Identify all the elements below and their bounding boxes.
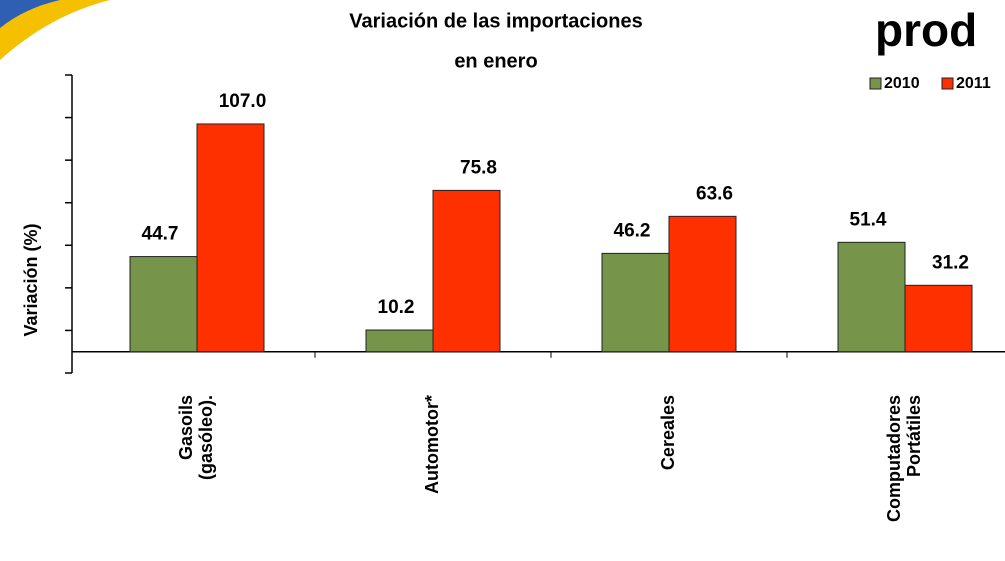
chart-title: Variación de las importaciones — [349, 10, 642, 32]
data-label: 75.8 — [460, 157, 497, 178]
data-label: 44.7 — [142, 224, 179, 245]
data-label: 63.6 — [696, 183, 733, 204]
bar — [837, 241, 906, 353]
chart-title: en enero — [454, 50, 537, 72]
x-tick-label: Cereales — [658, 395, 678, 470]
bar — [904, 284, 973, 353]
header-text: prod — [875, 4, 977, 56]
legend-swatch — [869, 77, 882, 90]
legend-label: 2010 — [884, 75, 920, 92]
bar — [196, 123, 265, 353]
decoration — [0, 0, 60, 28]
legend-swatch — [941, 77, 954, 90]
data-label: 46.2 — [614, 220, 651, 241]
bar — [601, 252, 670, 353]
x-tick-label: Automotor* — [422, 395, 442, 494]
bar — [432, 189, 501, 353]
x-tick-label: Gasoils(gasóleo). — [176, 395, 216, 480]
data-label: 31.2 — [932, 252, 969, 273]
data-label: 51.4 — [850, 209, 887, 230]
data-label: 10.2 — [378, 297, 415, 318]
legend-label: 2011 — [956, 75, 991, 92]
bar — [668, 215, 737, 353]
data-label: 107.0 — [219, 91, 267, 112]
bar — [365, 329, 434, 353]
y-axis-label: Variación (%) — [21, 223, 41, 336]
x-tick-label: ComputadoresPortátiles — [884, 395, 924, 522]
decoration — [0, 0, 110, 60]
bar — [129, 256, 198, 353]
